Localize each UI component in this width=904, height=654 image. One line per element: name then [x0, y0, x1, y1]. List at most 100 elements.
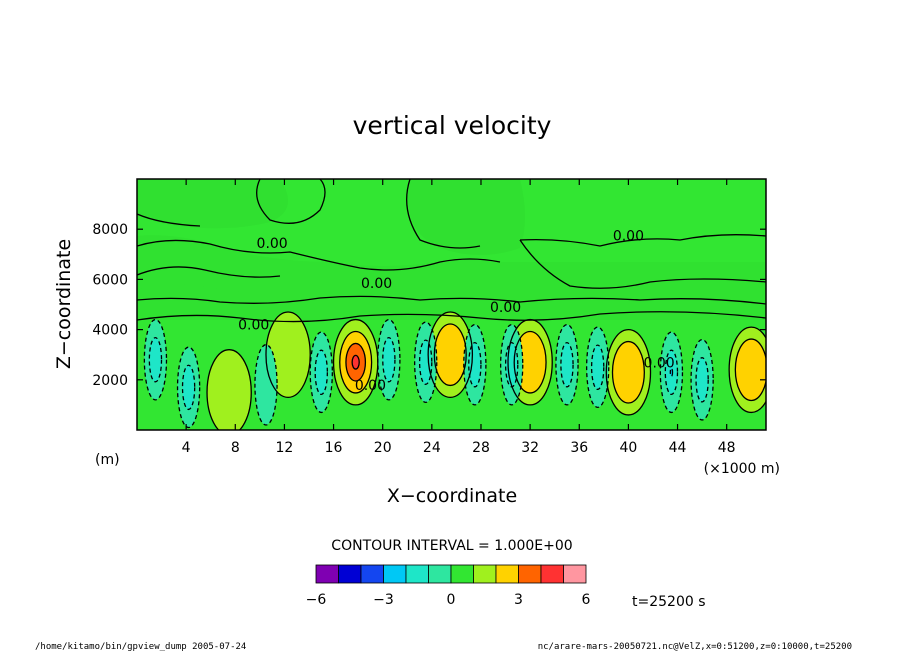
colorbar-swatch-5 [428, 564, 452, 584]
downdraft-9-level-1-contour [585, 326, 610, 409]
colorbar [315, 564, 587, 584]
downdraft-8-level-2 [560, 342, 574, 387]
y-axis-label: Z−coordinate [53, 239, 75, 369]
downdraft-6-level-1-contour [463, 323, 487, 406]
downdraft-8-level-1-contour [555, 323, 579, 406]
x-tick-label-0: 4 [182, 440, 191, 456]
downdraft-7-level-2-contour [504, 342, 519, 388]
y-axis-ticks: 2000 4000 6000 8000 [92, 222, 766, 389]
downdraft-9-level-2 [591, 345, 604, 390]
updraft-0-level-3-contour [345, 342, 367, 382]
downdraft-11-level-2 [696, 357, 709, 402]
updraft-5-level-2 [735, 339, 766, 401]
colorbar-tick-label-1: −3 [373, 592, 394, 608]
updraft-3-level-2-contour [611, 340, 645, 404]
colorbar-swatch-6 [450, 564, 474, 584]
x-tick-label-5: 24 [423, 440, 441, 456]
zero-contour-2 [519, 234, 766, 247]
colorbar-swatch-3 [383, 564, 407, 584]
downdraft-11-level-1-contour [690, 338, 714, 421]
chart-title: vertical velocity [353, 111, 552, 140]
contour-label-3: 0.00 [490, 300, 521, 316]
colorbar-tick-label-0: −6 [306, 592, 327, 608]
downdraft-4-level-1-contour [377, 318, 401, 401]
downdraft-0-level-2 [149, 337, 162, 382]
zero-contour-6 [256, 179, 326, 224]
colorbar-swatch-7 [473, 564, 497, 584]
footer-right: nc/arare-mars-20050721.nc@VelZ,x=0:51200… [538, 642, 852, 652]
x-axis-ticks: 4 8 12 16 20 24 28 32 36 40 44 48 [182, 179, 736, 456]
updraft-3-level-2 [612, 341, 645, 403]
updraft-2-level-1-contour [507, 318, 553, 406]
x-tick-label-10: 44 [669, 440, 687, 456]
downdraft-8-level-2-contour [560, 342, 574, 388]
colorbar-tick-label-3: 3 [514, 592, 523, 608]
x-tick-label-8: 36 [570, 440, 588, 456]
colorbar-swatch-0 [315, 564, 339, 584]
y-tick-label-3: 8000 [92, 222, 128, 238]
zero-contour-8 [137, 213, 201, 227]
colorbar-swatch-1 [338, 564, 362, 584]
downdraft-4-level-2 [382, 337, 395, 382]
upper-center-cell [408, 179, 525, 255]
contour-lines [137, 179, 766, 430]
x-tick-label-7: 32 [521, 440, 539, 456]
x-tick-label-1: 8 [231, 440, 240, 456]
y-tick-label-2: 6000 [92, 272, 128, 288]
y-unit-label: (m) [95, 452, 120, 468]
downdraft-10-level-2-contour [664, 349, 679, 396]
colorbar-swatch-2 [360, 564, 384, 584]
downdraft-6-level-2-contour [468, 342, 482, 388]
updraft-5-level-2-contour [734, 338, 766, 402]
x-tick-label-9: 40 [619, 440, 637, 456]
downdraft-3-level-1-contour [309, 331, 333, 414]
downdraft-4-level-2-contour [382, 336, 396, 383]
time-label: t=25200 s [632, 594, 706, 610]
downdraft-3-level-2-contour [314, 349, 329, 396]
downdraft-11-level-2-contour [695, 357, 709, 403]
downdraft-0-level-1-contour [143, 318, 168, 401]
plot-area [137, 179, 766, 430]
downdraft-5-level-2-contour [418, 339, 433, 385]
downdraft-10-level-1-contour [659, 331, 684, 414]
updraft-2-level-2-contour [513, 330, 547, 394]
contour-label-5: 0.00 [355, 378, 386, 394]
colorbar-swatch-8 [495, 564, 519, 584]
updraft-6-level-1-contour [206, 349, 252, 430]
updraft-6-level-1 [207, 349, 252, 430]
downdraft-1-level-2 [182, 365, 195, 410]
contour-labels: 0.00 0.00 0.00 0.00 0.00 0.00 0.00 [238, 228, 675, 393]
colorbar-tick-labels: −6 −3 0 3 6 [306, 592, 591, 608]
x-tick-label-3: 16 [325, 440, 343, 456]
updraft-0-level-4 [352, 355, 360, 370]
colorbar-swatch-10 [540, 564, 564, 584]
zero-contour-0 [137, 239, 501, 271]
zero-contour-5 [137, 311, 766, 323]
updraft-3-level-1-contour [605, 328, 652, 416]
x-axis-label: X−coordinate [387, 485, 517, 507]
downdraft-2-level-1 [254, 344, 278, 425]
contour-label-0: 0.00 [257, 236, 288, 252]
y-tick-label-1: 4000 [92, 323, 128, 339]
upper-left-cell [137, 179, 288, 229]
colorbar-tick-label-4: 6 [582, 592, 591, 608]
downdraft-10-level-3-contour [669, 367, 674, 377]
downdraft-1-level-2-contour [181, 364, 196, 411]
zero-contour-1 [137, 266, 281, 278]
x-tick-label-11: 48 [718, 440, 736, 456]
contour-label-6: 0.00 [644, 355, 675, 371]
downdraft-1-level-1-contour [176, 346, 201, 429]
x-tick-label-4: 20 [374, 440, 392, 456]
x-tick-label-2: 12 [276, 440, 294, 456]
contour-label-4: 0.00 [238, 318, 269, 334]
downdraft-5-level-1-contour [413, 321, 438, 404]
updraft-0-level-4-contour [351, 354, 360, 370]
downdraft-2-level-1-contour [254, 344, 278, 426]
contour-label-1: 0.00 [361, 276, 392, 292]
downdraft-0-level-2-contour [148, 336, 163, 383]
downdraft-9-level-2-contour [590, 344, 605, 390]
colorbar-swatch-11 [563, 564, 587, 584]
colorbar-swatch-4 [405, 564, 429, 584]
zero-contour-7 [406, 179, 481, 249]
